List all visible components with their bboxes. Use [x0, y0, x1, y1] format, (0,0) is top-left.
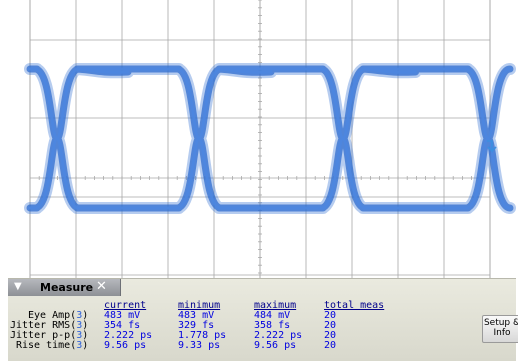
meas-total: 20	[324, 320, 337, 331]
meas-row-label[interactable]: Jitter RMS(3)	[10, 320, 89, 331]
meas-minimum: 329 fs	[178, 320, 215, 331]
close-icon[interactable]: ✕	[96, 279, 107, 294]
meas-minimum: 483 mV	[178, 310, 215, 321]
col-header-maximum: maximum	[254, 300, 297, 311]
meas-minimum: 1.778 ps	[178, 330, 227, 341]
meas-row-label[interactable]: Jitter p-p(3)	[10, 330, 89, 341]
col-header-total-meas: total meas	[324, 300, 385, 311]
meas-maximum: 9.56 ps	[254, 340, 297, 351]
meas-current: 483 mV	[104, 310, 141, 321]
trigger-level-marker-icon[interactable]	[487, 140, 497, 153]
meas-row-label[interactable]: Rise time(3)	[16, 340, 89, 351]
meas-maximum: 358 fs	[254, 320, 291, 331]
meas-maximum: 484 mV	[254, 310, 291, 321]
meas-maximum: 2.222 ps	[254, 330, 303, 341]
meas-current: 2.222 ps	[104, 330, 153, 341]
meas-total: 20	[324, 330, 337, 341]
setup-info-button[interactable]: Setup & Info	[482, 315, 518, 343]
meas-total: 20	[324, 310, 337, 321]
measure-tab-title: Measure	[40, 281, 94, 294]
col-header-current: current	[104, 300, 147, 311]
meas-minimum: 9.33 ps	[178, 340, 221, 351]
meas-row-label[interactable]: Eye Amp(3)	[28, 310, 89, 321]
eye-diagram-traces	[24, 63, 516, 214]
meas-total: 20	[324, 340, 337, 351]
meas-current: 354 fs	[104, 320, 141, 331]
col-header-minimum: minimum	[178, 300, 221, 311]
meas-current: 9.56 ps	[104, 340, 147, 351]
measure-panel: ▼ Measure ✕ current minimum maximum tota…	[8, 278, 518, 361]
chevron-down-icon[interactable]: ▼	[14, 281, 22, 292]
measure-tab[interactable]: ▼ Measure ✕	[8, 279, 121, 296]
